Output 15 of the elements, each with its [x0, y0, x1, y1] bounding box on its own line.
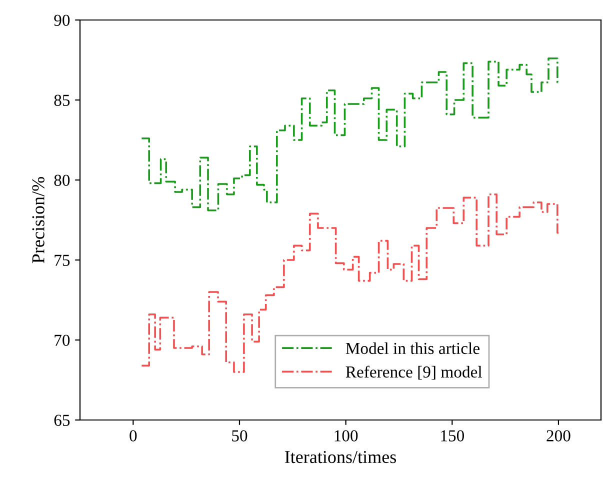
y-axis-title: Precision/% [32, 176, 44, 264]
x-tick-label: 0 [130, 430, 137, 442]
y-tick-label: 75 [54, 254, 70, 266]
x-tick-label: 100 [334, 430, 358, 442]
y-tick-label: 85 [54, 94, 70, 106]
y-tick-label: 90 [54, 14, 70, 26]
x-tick-label: 50 [232, 430, 248, 442]
x-tick-label: 150 [441, 430, 464, 442]
x-axis-title: Iterations/times [284, 450, 396, 464]
y-tick-label: 65 [54, 414, 70, 426]
x-tick-label: 200 [546, 430, 570, 442]
y-tick-label: 80 [54, 174, 70, 186]
legend-label: Reference [9] model [346, 366, 482, 380]
y-tick-label: 70 [54, 334, 70, 346]
legend-label: Model in this article [346, 342, 480, 354]
